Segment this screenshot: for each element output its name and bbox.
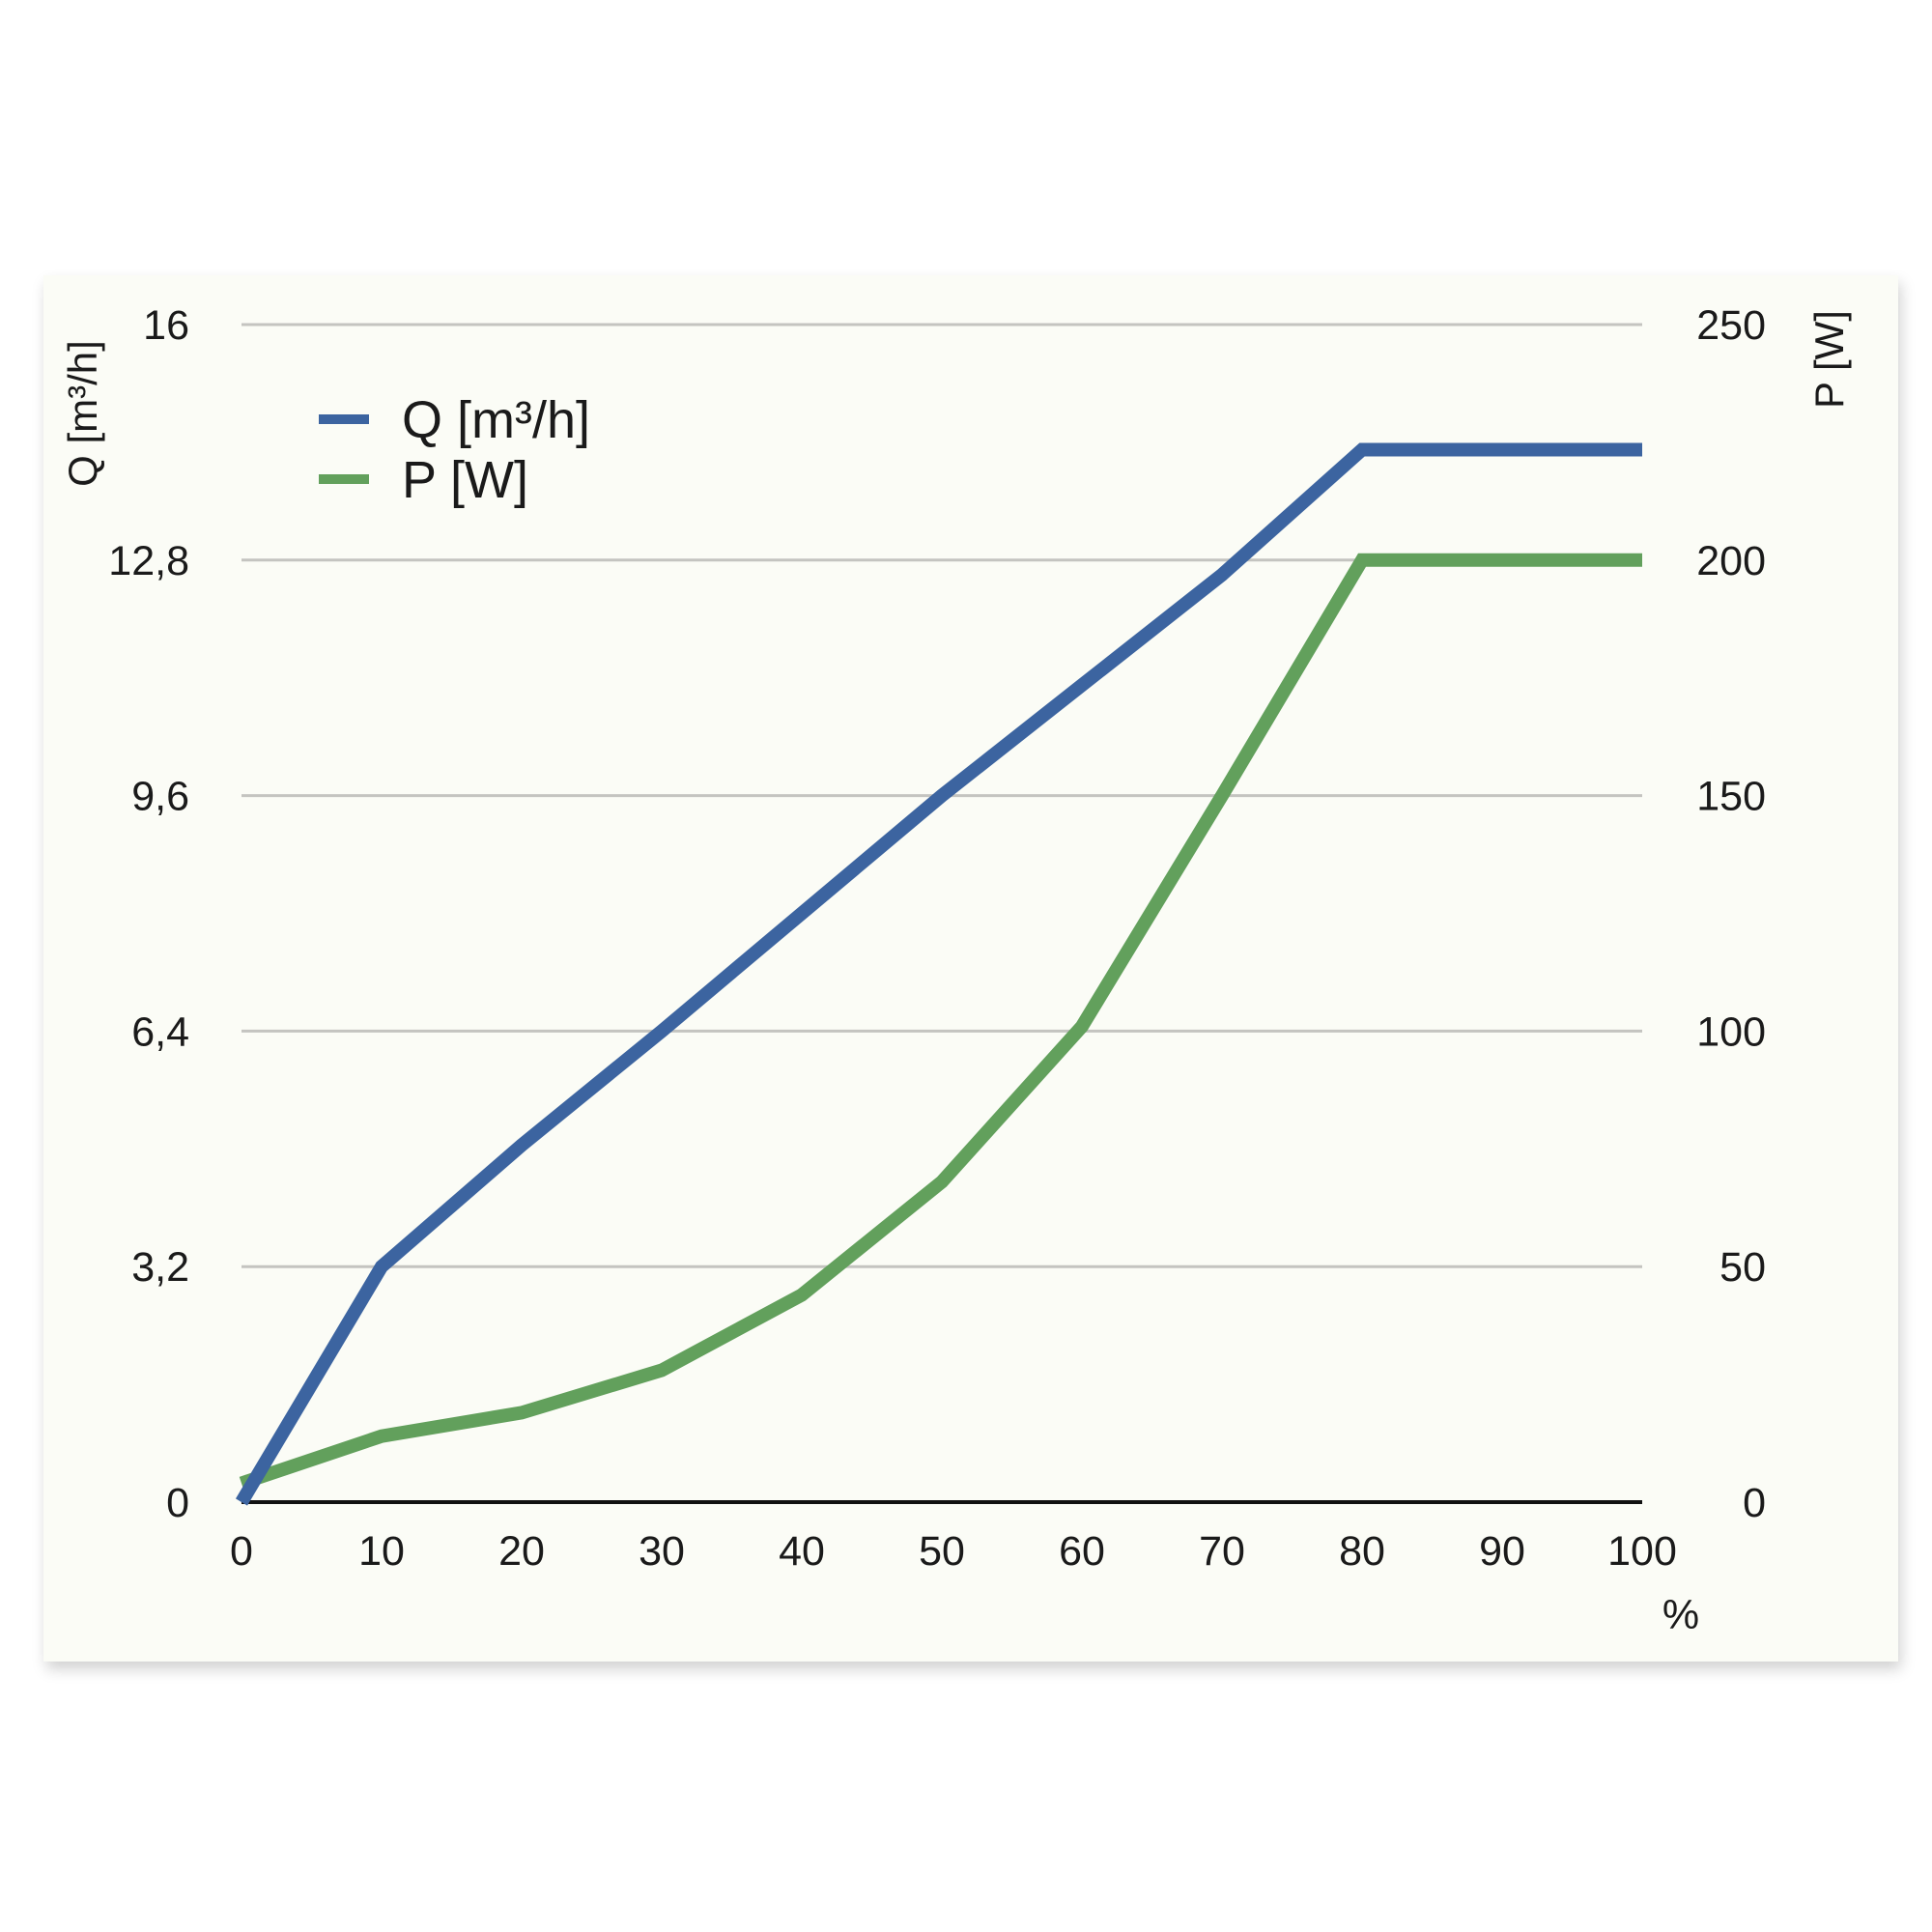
- x-tick-label: 90: [1479, 1528, 1525, 1575]
- chart-panel: [43, 275, 1898, 1662]
- right-y-axis-ticks: 0 50 100 150 200 250: [1696, 302, 1766, 1526]
- left-y-tick-label: 6,4: [131, 1009, 189, 1055]
- left-axis-title: Q [m³/h]: [60, 340, 105, 487]
- x-axis-ticks: 0 10 20 30 40 50 60 70 80 90 100: [230, 1528, 1677, 1575]
- legend-label-p: P [W]: [402, 451, 528, 509]
- x-tick-label: 80: [1339, 1528, 1385, 1575]
- x-tick-label: 40: [779, 1528, 825, 1575]
- x-tick-label: 0: [230, 1528, 253, 1575]
- right-y-tick-label: 100: [1696, 1009, 1766, 1055]
- left-y-tick-label: 9,6: [131, 774, 189, 820]
- series-lines: [235, 442, 1642, 1506]
- x-axis-title: %: [1662, 1592, 1699, 1638]
- left-y-tick-label: 16: [143, 302, 189, 349]
- x-tick-label: 70: [1199, 1528, 1245, 1575]
- right-y-tick-label: 200: [1696, 538, 1766, 584]
- legend-label-q: Q [m³/h]: [402, 391, 590, 449]
- series-line-q: [235, 442, 1642, 1506]
- left-y-axis-ticks: 0 3,2 6,4 9,6 12,8 16: [108, 302, 189, 1526]
- right-y-tick-label: 50: [1719, 1244, 1766, 1291]
- right-y-tick-label: 150: [1696, 774, 1766, 820]
- right-y-tick-label: 250: [1696, 302, 1766, 349]
- x-tick-label: 60: [1059, 1528, 1105, 1575]
- x-tick-label: 100: [1607, 1528, 1677, 1575]
- x-tick-label: 50: [919, 1528, 965, 1575]
- legend: Q [m³/h] P [W]: [319, 391, 590, 509]
- x-tick-label: 20: [498, 1528, 545, 1575]
- left-y-tick-label: 12,8: [108, 538, 189, 584]
- x-tick-label: 30: [639, 1528, 685, 1575]
- right-y-tick-label: 0: [1743, 1480, 1766, 1526]
- series-line-p: [239, 553, 1642, 1491]
- x-tick-label: 10: [358, 1528, 405, 1575]
- left-y-tick-label: 0: [166, 1480, 189, 1526]
- right-axis-title: P [W]: [1806, 310, 1852, 409]
- left-y-tick-label: 3,2: [131, 1244, 189, 1291]
